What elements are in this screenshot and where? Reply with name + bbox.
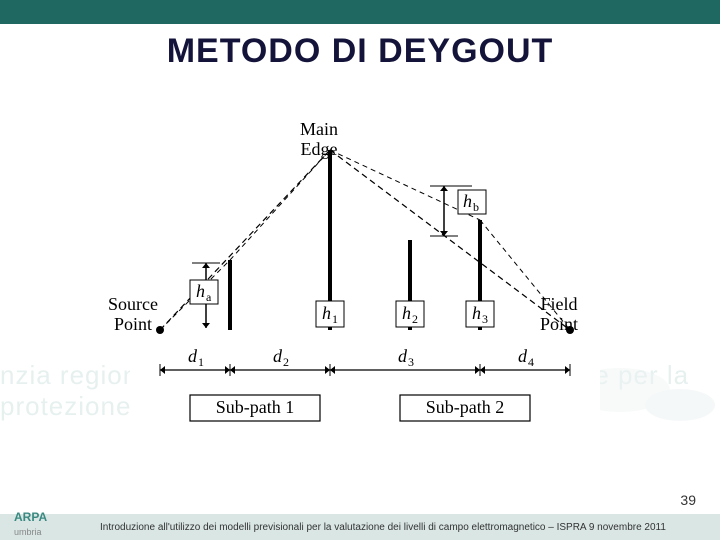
- page-title: METODO DI DEYGOUT: [0, 24, 720, 71]
- svg-text:1: 1: [332, 312, 338, 326]
- svg-text:1: 1: [198, 355, 204, 369]
- svg-text:h: h: [196, 281, 205, 301]
- field-point-label: FieldPoint: [540, 295, 578, 335]
- source-point-label: SourcePoint: [108, 295, 158, 335]
- footer-bar: ARPA umbria Introduzione all'utilizzo de…: [0, 514, 720, 540]
- svg-text:3: 3: [408, 355, 414, 369]
- logo-sub: umbria: [14, 527, 42, 537]
- arpa-logo: ARPA umbria: [14, 510, 47, 538]
- svg-text:3: 3: [482, 312, 488, 326]
- svg-text:b: b: [473, 200, 479, 214]
- svg-text:4: 4: [528, 355, 534, 369]
- logo-main: ARPA: [14, 510, 47, 524]
- svg-text:Sub-path 1: Sub-path 1: [216, 397, 295, 417]
- svg-text:h: h: [322, 303, 331, 323]
- svg-text:a: a: [206, 290, 212, 304]
- header-bar: [0, 0, 720, 24]
- svg-text:d: d: [518, 346, 528, 366]
- svg-text:h: h: [402, 303, 411, 323]
- deygout-diagram: hahbh1h2h3d1d2d3d4Sub-path 1Sub-path 2 M…: [130, 120, 600, 430]
- main-edge-label: MainEdge: [300, 120, 338, 160]
- svg-text:d: d: [188, 346, 198, 366]
- svg-text:d: d: [273, 346, 283, 366]
- svg-text:2: 2: [283, 355, 289, 369]
- svg-text:d: d: [398, 346, 408, 366]
- svg-text:2: 2: [412, 312, 418, 326]
- svg-text:h: h: [472, 303, 481, 323]
- footer-text: Introduzione all'utilizzo dei modelli pr…: [0, 522, 666, 533]
- page-number: 39: [680, 492, 696, 508]
- svg-text:h: h: [463, 191, 472, 211]
- svg-text:Sub-path 2: Sub-path 2: [426, 397, 505, 417]
